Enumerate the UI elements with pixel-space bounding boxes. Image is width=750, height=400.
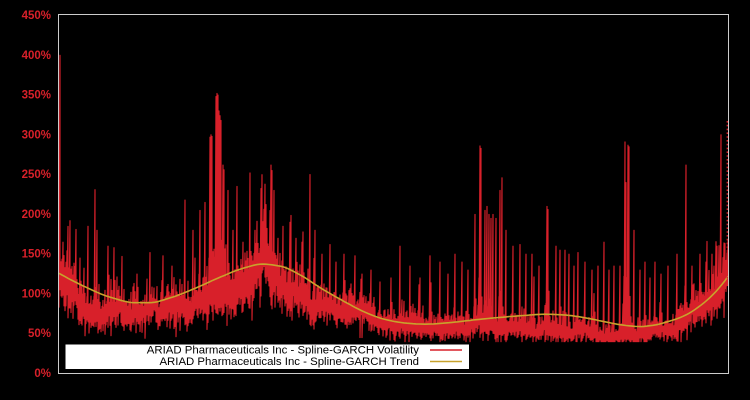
svg-text:50%: 50% <box>28 328 51 340</box>
svg-text:ARIAD Pharmaceuticals Inc - Sp: ARIAD Pharmaceuticals Inc - Spline-GARCH… <box>147 345 420 357</box>
svg-text:0%: 0% <box>34 368 51 380</box>
svg-text:350%: 350% <box>22 90 51 102</box>
svg-text:450%: 450% <box>22 10 51 22</box>
svg-text:250%: 250% <box>22 169 51 181</box>
svg-text:100%: 100% <box>22 288 51 300</box>
svg-text:ARIAD Pharmaceuticals Inc - Sp: ARIAD Pharmaceuticals Inc - Spline-GARCH… <box>159 356 419 368</box>
svg-text:150%: 150% <box>22 249 51 261</box>
svg-text:400%: 400% <box>22 50 51 62</box>
svg-text:300%: 300% <box>22 129 51 141</box>
svg-text:200%: 200% <box>22 209 51 221</box>
